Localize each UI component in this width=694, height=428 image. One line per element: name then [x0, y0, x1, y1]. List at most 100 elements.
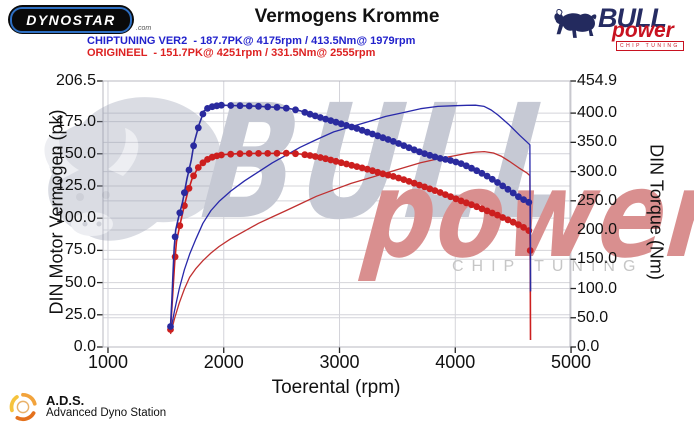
marker-origineel_torque: [363, 165, 371, 173]
marker-chiptuning_torque: [379, 134, 387, 142]
marker-chiptuning_torque: [264, 103, 272, 111]
marker-origineel_torque: [282, 149, 290, 157]
marker-chiptuning_torque: [400, 142, 408, 150]
dynostar-logo-text: DYNOSTAR: [26, 11, 116, 28]
marker-origineel_torque: [218, 151, 225, 159]
marker-origineel_torque: [384, 171, 392, 179]
brand-name-text: BULL: [598, 3, 667, 33]
marker-chiptuning_torque: [255, 102, 262, 110]
right-tick-label: 0.0: [577, 338, 600, 355]
marker-chiptuning_torque: [337, 120, 345, 128]
marker-chiptuning_torque: [483, 172, 491, 180]
marker-origineel_torque: [306, 152, 314, 159]
marker-chiptuning_torque: [236, 102, 244, 110]
marker-chiptuning_torque: [292, 106, 299, 114]
marker-origineel_torque: [442, 191, 449, 199]
marker-chiptuning_torque: [405, 144, 413, 152]
marker-origineel_torque: [473, 203, 481, 211]
marker-origineel_torque: [389, 173, 397, 180]
marker-chiptuning_torque: [436, 155, 444, 162]
left-tick-label: 125.0: [55, 176, 96, 194]
right-tick-label: 50.0: [577, 308, 609, 326]
marker-origineel_torque: [322, 155, 329, 163]
marker-chiptuning_torque: [332, 118, 340, 126]
marker-chiptuning_torque: [171, 233, 179, 241]
marker-origineel_torque: [426, 185, 434, 193]
x-tick-label: 5000: [551, 352, 592, 372]
marker-chiptuning_torque: [442, 156, 449, 163]
marker-chiptuning_torque: [499, 182, 507, 190]
right-tick-label: 100.0: [577, 279, 618, 297]
right-tick-label: 150.0: [577, 250, 618, 268]
marker-origineel_torque: [301, 151, 309, 159]
marker-origineel_torque: [348, 161, 356, 169]
right-axis-title: DIN Torque (Nm): [646, 144, 667, 280]
marker-chiptuning_torque: [374, 132, 382, 140]
dynostar-logo-suffix: .com: [136, 25, 152, 32]
marker-origineel_torque: [176, 222, 184, 230]
marker-chiptuning_torque: [185, 166, 193, 174]
marker-origineel_torque: [447, 193, 454, 201]
marker-origineel_torque: [337, 159, 345, 167]
marker-chiptuning_torque: [227, 102, 235, 109]
marker-chiptuning_torque: [416, 148, 423, 156]
marker-chiptuning_torque: [218, 101, 225, 109]
marker-origineel_torque: [317, 154, 324, 161]
marker-origineel_torque: [525, 227, 533, 235]
marker-origineel_torque: [227, 150, 235, 158]
marker-origineel_torque: [264, 150, 272, 157]
marker-origineel_torque: [431, 187, 439, 195]
marker-chiptuning_torque: [447, 157, 454, 164]
marker-chiptuning_torque: [317, 114, 324, 121]
marker-origineel_torque: [436, 189, 444, 196]
series-chiptuning_torque: [169, 104, 532, 327]
marker-origineel_torque: [416, 181, 423, 189]
left-tick-label: 100.0: [55, 209, 96, 227]
marker-chiptuning_torque: [273, 103, 281, 111]
marker-origineel_torque: [509, 218, 517, 226]
brand-tagline-text: CHIP TUNING: [616, 41, 684, 51]
marker-origineel_torque: [478, 205, 486, 213]
marker-origineel_torque: [358, 164, 366, 172]
marker-chiptuning_torque: [190, 142, 198, 150]
marker-chiptuning_torque: [473, 167, 481, 175]
right-tick-label: 400.0: [577, 104, 618, 122]
marker-chiptuning_torque: [426, 151, 434, 159]
marker-chiptuning_torque: [282, 104, 290, 112]
marker-origineel_torque: [343, 160, 350, 168]
series-origineel_torque: [169, 152, 532, 341]
marker-origineel_torque: [327, 156, 335, 164]
series-chiptuning_power: [169, 104, 531, 332]
marker-origineel_torque: [369, 167, 376, 175]
marker-chiptuning_torque: [431, 153, 439, 161]
left-tick-label: 25.0: [64, 305, 96, 323]
marker-chiptuning_torque: [369, 130, 376, 138]
marker-chiptuning_torque: [176, 209, 184, 217]
left-tick-label: 50.0: [64, 273, 96, 291]
marker-origineel_torque: [488, 209, 496, 217]
left-tick-label: 206.5: [55, 72, 96, 89]
marker-origineel_torque: [410, 179, 418, 187]
marker-chiptuning_torque: [395, 140, 402, 147]
marker-origineel_torque: [171, 253, 179, 261]
right-tick-label: 200.0: [577, 221, 618, 239]
marker-origineel_torque: [468, 201, 475, 209]
marker-origineel_torque: [190, 172, 198, 180]
marker-origineel_torque: [395, 174, 402, 182]
marker-chiptuning_torque: [478, 169, 486, 177]
marker-chiptuning_torque: [421, 150, 428, 158]
tuned-result-line: CHIPTUNING VER2 - 187.7PK@ 4175rpm / 413…: [87, 35, 416, 47]
bullpower-logo: BULL power CHIP TUNING: [552, 3, 692, 51]
marker-chiptuning_torque: [410, 146, 418, 154]
marker-origineel_torque: [194, 164, 202, 171]
marker-chiptuning_torque: [327, 117, 335, 124]
marker-chiptuning_torque: [358, 126, 366, 134]
stock-result-line: ORIGINEEL - 151.7PK@ 4251rpm / 331.5Nm@ …: [87, 47, 376, 59]
ads-swirl-icon: [9, 392, 37, 422]
left-tick-label: 0.0: [73, 338, 96, 355]
brand-sub-text: power: [612, 19, 674, 42]
x-tick-label: 1000: [87, 352, 128, 372]
marker-origineel_torque: [311, 153, 319, 160]
marker-chiptuning_torque: [515, 193, 522, 201]
